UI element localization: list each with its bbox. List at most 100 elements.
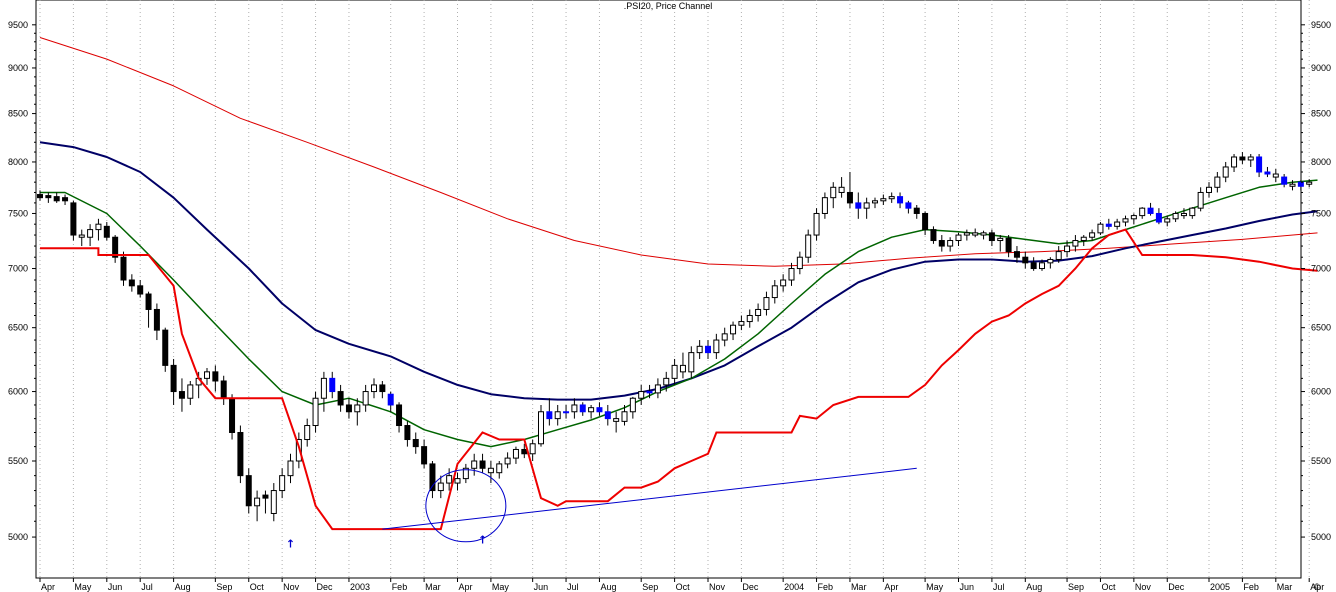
candle-body — [1039, 262, 1045, 270]
candle — [988, 229, 995, 247]
candle — [1180, 208, 1187, 219]
candle-body — [137, 285, 144, 295]
candle-body — [913, 207, 920, 214]
y-tick-label-left: 8000 — [8, 157, 28, 167]
candle-body — [1013, 251, 1020, 258]
y-tick-label-left: 5000 — [8, 532, 28, 542]
y-tick-label-right: 7500 — [1311, 208, 1331, 218]
candle-body — [254, 497, 261, 507]
candle-body — [262, 494, 269, 499]
y-tick-label-right: 6500 — [1311, 323, 1331, 333]
candle-body — [813, 212, 820, 236]
x-tick-label: May — [74, 582, 92, 592]
candle-body — [462, 467, 469, 480]
candle — [396, 402, 403, 433]
x-tick-label: Oct — [250, 582, 265, 592]
candle — [604, 404, 611, 426]
candle — [504, 452, 511, 469]
candle-body — [1264, 171, 1271, 175]
x-tick-label: Feb — [1243, 582, 1259, 592]
candle-body — [972, 232, 979, 236]
candle — [688, 346, 695, 379]
candle-body — [1206, 186, 1212, 193]
y-tick-label-right: 8000 — [1311, 157, 1331, 167]
candle — [588, 404, 595, 419]
candle — [1306, 179, 1313, 188]
candle-body — [78, 234, 85, 238]
candle-body — [1306, 181, 1313, 185]
x-tick-label: Jun — [108, 582, 123, 592]
candle — [1172, 211, 1179, 223]
candle — [229, 394, 236, 440]
candle-body — [95, 223, 102, 231]
candle — [613, 411, 620, 433]
up-arrow-icon: ↑ — [478, 533, 487, 546]
x-tick-label: Dec — [1168, 582, 1185, 592]
candle — [705, 340, 711, 359]
y-tick-label-left: 6000 — [8, 387, 28, 397]
candle — [53, 192, 60, 203]
candle — [254, 490, 261, 522]
candle-body — [1272, 173, 1279, 178]
candle — [897, 192, 904, 209]
candle — [1022, 251, 1029, 269]
candle — [62, 194, 69, 206]
candle — [112, 235, 119, 263]
x-tick-label: May — [492, 582, 510, 592]
candle — [1289, 180, 1296, 191]
candle — [571, 398, 578, 419]
candle — [103, 222, 110, 241]
candle — [262, 490, 269, 514]
candle-body — [1180, 212, 1187, 217]
candle — [404, 421, 411, 447]
copyright-mark: © — [1314, 582, 1321, 592]
x-tick-label: Feb — [818, 582, 834, 592]
candle-body — [1005, 237, 1012, 253]
x-tick-label: Apr — [459, 582, 473, 592]
x-tick-label: 2003 — [350, 582, 370, 592]
candle-body — [1281, 176, 1288, 185]
candle-body — [629, 397, 636, 413]
candle — [354, 398, 361, 426]
candle-body — [638, 391, 645, 399]
x-tick-label: Sep — [1068, 582, 1084, 592]
candle — [1239, 152, 1246, 164]
x-tick-label: Apr — [884, 582, 898, 592]
candle — [128, 274, 135, 292]
candle — [805, 229, 812, 263]
candle-body — [1231, 156, 1238, 168]
candle-body — [746, 314, 753, 323]
y-tick-label-left: 7500 — [8, 208, 28, 218]
candle-body — [371, 384, 377, 393]
candle-body — [613, 418, 620, 422]
x-tick-label: Oct — [676, 582, 691, 592]
candle — [137, 280, 144, 298]
candle-body — [45, 195, 52, 199]
candle-body — [1055, 251, 1062, 260]
candle — [487, 460, 494, 484]
candle-body — [329, 377, 336, 393]
x-tick-label: Aug — [600, 582, 616, 592]
candle-body — [897, 196, 904, 204]
grid-layer — [39, 0, 1310, 578]
candle — [37, 190, 43, 201]
annotation-layer: ↑ ↑ — [286, 467, 917, 550]
x-tick-label: Dec — [317, 582, 334, 592]
candle — [730, 321, 737, 341]
candle — [1055, 246, 1062, 263]
candle-body — [838, 186, 845, 193]
candle-body — [855, 202, 862, 209]
x-tick-label: Nov — [283, 582, 300, 592]
candle — [153, 303, 160, 341]
candle — [771, 280, 778, 304]
candle — [755, 303, 762, 322]
x-tick-label: Dec — [742, 582, 759, 592]
candle — [1222, 161, 1229, 183]
candle-body — [713, 339, 720, 354]
price-channel-line — [40, 228, 1318, 531]
candle — [846, 172, 853, 209]
candle-body — [512, 448, 519, 459]
candle — [997, 235, 1004, 252]
candle — [788, 262, 795, 286]
candle — [304, 418, 311, 447]
